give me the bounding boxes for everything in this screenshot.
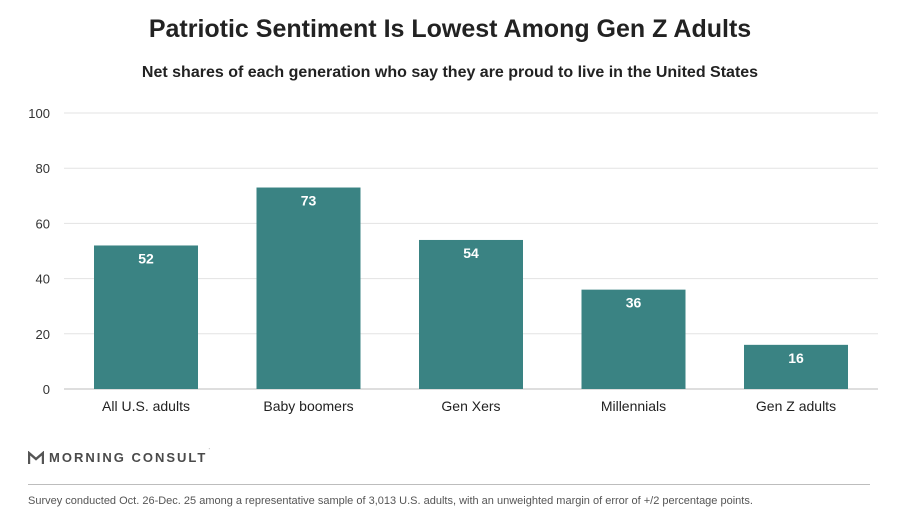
footer-divider — [28, 484, 870, 485]
bar — [744, 344, 848, 389]
chart-subtitle: Net shares of each generation who say th… — [141, 64, 759, 81]
bar-value-label: 36 — [626, 295, 642, 311]
x-tick-label: All U.S. adults — [102, 398, 190, 414]
bar-value-label: 52 — [138, 250, 154, 266]
x-tick-label: Gen Z adults — [756, 398, 836, 414]
bar-chart: 0 20 40 60 80 100 52 All U.S. adults 73 Baby boom… — [28, 106, 878, 414]
y-tick-label: 100 — [28, 106, 50, 121]
bar — [256, 187, 361, 389]
morning-consult-m-logo-icon — [28, 450, 44, 464]
bar-value-label: 54 — [463, 245, 479, 261]
y-tick-label: 0 — [43, 382, 50, 397]
bar-value-label: 73 — [301, 193, 317, 209]
bar-value-label: 16 — [788, 350, 804, 366]
bar — [94, 245, 198, 389]
x-tick-label: Baby boomers — [263, 398, 353, 414]
brand-name: MORNING CONSULT — [49, 450, 208, 465]
y-tick-label: 60 — [36, 216, 50, 231]
bar — [419, 239, 523, 389]
brand: MORNING CONSULT ˙ — [28, 449, 215, 465]
footnote: Survey conducted Oct. 26-Dec. 25 among a… — [28, 495, 753, 507]
y-tick-label: 80 — [36, 161, 50, 176]
y-tick-label: 40 — [36, 272, 50, 287]
bar — [581, 289, 686, 389]
x-tick-label: Millennials — [601, 398, 666, 414]
y-tick-label: 20 — [36, 327, 50, 342]
brand-trademark: ˙ — [208, 449, 211, 456]
chart-title: Patriotic Sentiment Is Lowest Among Gen … — [148, 15, 752, 43]
x-tick-label: Gen Xers — [441, 398, 500, 414]
